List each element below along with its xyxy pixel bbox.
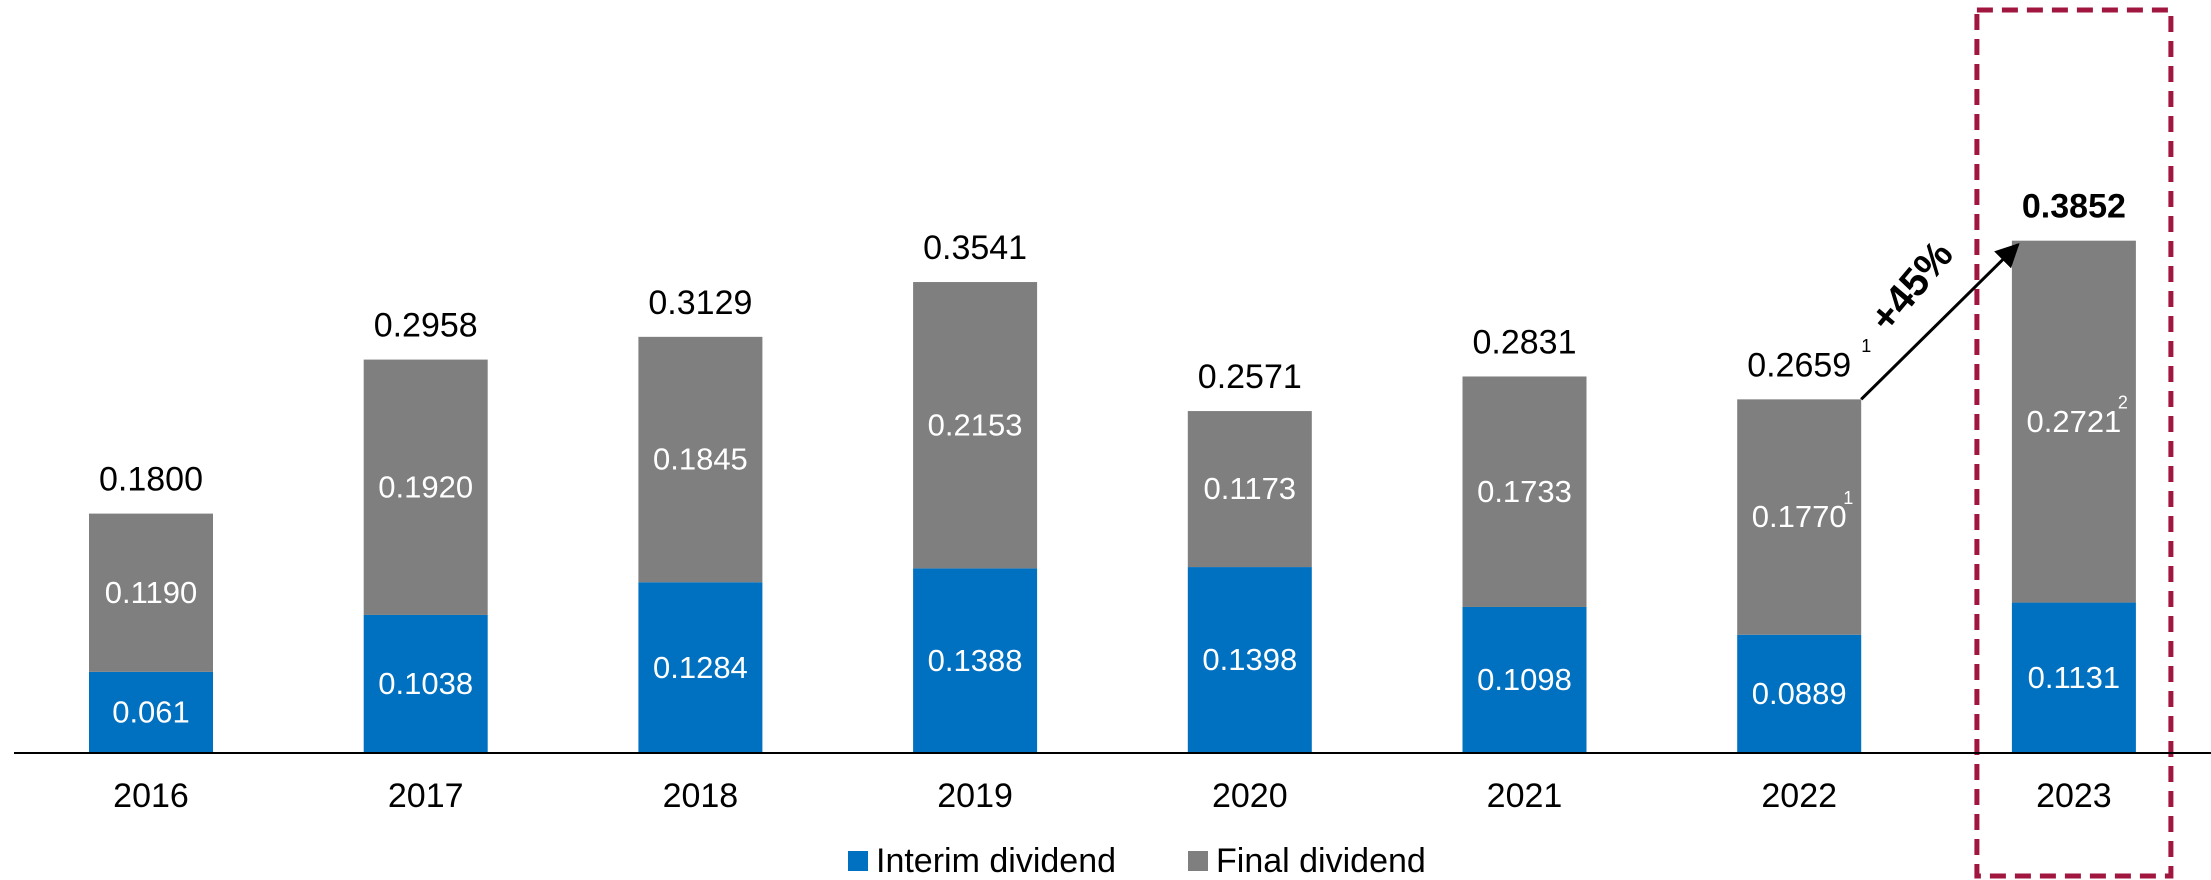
value-label: 0.1190 <box>105 575 198 610</box>
highlight-box <box>1974 7 2174 879</box>
x-tick-label: 2022 <box>1761 777 1837 815</box>
total-label: 0.1800 <box>99 461 203 499</box>
x-tick-label: 2021 <box>1487 777 1563 815</box>
bar-segment <box>2011 602 2136 753</box>
x-tick-label: 2018 <box>663 777 739 815</box>
bar-segment <box>1462 376 1587 607</box>
value-label: 0.0889 <box>1752 676 1847 711</box>
footnote-mark: 1 <box>1861 336 1871 356</box>
bar-segment <box>89 671 213 753</box>
bar-segment <box>2011 240 2136 603</box>
legend-label: Interim dividend <box>876 842 1116 880</box>
value-label: 0.1284 <box>653 650 748 685</box>
value-label: 0.1845 <box>653 442 748 477</box>
bar-segment <box>1737 399 1862 635</box>
bar-segment <box>1462 606 1587 753</box>
x-tick-label: 2023 <box>2036 777 2112 815</box>
x-tick-label: 2016 <box>113 777 189 815</box>
bar-segment <box>363 359 488 615</box>
footnote-mark: 1 <box>1843 488 1853 508</box>
bar-segment <box>638 336 763 583</box>
total-label: 0.3852 <box>2022 188 2126 226</box>
legend-swatch <box>1188 851 1208 871</box>
total-label: 0.2958 <box>374 307 478 345</box>
bar-segment <box>638 582 763 753</box>
growth-arrow <box>1860 242 2020 401</box>
value-label: 0.2153 <box>928 407 1023 442</box>
x-tick-label: 2019 <box>937 777 1013 815</box>
bar-segment <box>913 282 1038 569</box>
total-label: 0.3541 <box>923 229 1027 267</box>
bar-segment <box>89 513 213 672</box>
total-label: 0.2831 <box>1473 323 1577 361</box>
x-tick-label: 2020 <box>1212 777 1288 815</box>
value-label: 0.1733 <box>1477 474 1572 509</box>
value-label: 0.1388 <box>928 643 1023 678</box>
total-label: 0.2571 <box>1198 358 1302 396</box>
value-label: 0.1173 <box>1204 471 1297 506</box>
value-label: 0.1131 <box>2028 660 2121 695</box>
bar-segment <box>363 614 488 753</box>
value-label: 0.1038 <box>378 666 473 701</box>
growth-label: +45% <box>1862 233 1962 341</box>
legend-swatch <box>848 851 868 871</box>
bar-segment <box>1187 411 1312 568</box>
total-label: 0.2659 <box>1747 346 1851 384</box>
bar-segment <box>1737 634 1862 753</box>
footnote-mark: 2 <box>2118 392 2128 412</box>
x-tick-label: 2017 <box>388 777 464 815</box>
value-label: 0.1770 <box>1752 499 1847 534</box>
bar-segment <box>913 568 1038 753</box>
value-label: 0.1398 <box>1202 642 1297 677</box>
value-label: 0.2721 <box>2026 404 2121 439</box>
value-label: 0.061 <box>112 695 190 730</box>
value-label: 0.1920 <box>378 469 473 504</box>
bar-segment <box>1187 567 1312 753</box>
value-label: 0.1098 <box>1477 662 1572 697</box>
total-label: 0.3129 <box>648 284 752 322</box>
legend-label: Final dividend <box>1216 842 1426 880</box>
